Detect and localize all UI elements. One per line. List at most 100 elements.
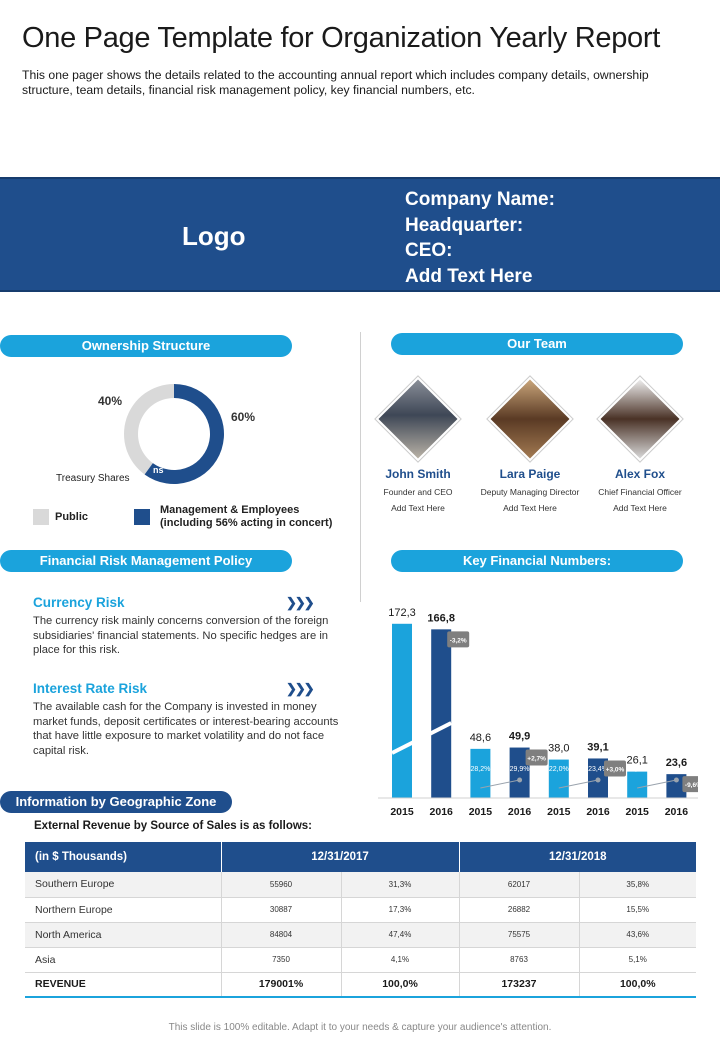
chevron-right-icon: ❯❯❯ [286,681,315,696]
chart-value-label: 48,6 [470,732,491,744]
table-cell: 179001% [221,972,342,998]
ownership-structure-header: Ownership Structure [0,335,292,357]
table-cell: 17,3% [341,897,460,923]
table-header-2018: 12/31/2018 [459,842,696,872]
chart-value-label: 49,9 [509,731,530,743]
donut-slice-public [124,384,174,475]
table-cell: Southern Europe [25,872,222,898]
table-header-unit: (in $ Thousands) [25,842,222,872]
chart-category-label: 2016 [430,806,454,818]
chart-decoration-slash [391,721,453,755]
footer-note: This slide is 100% editable. Adapt it to… [168,1022,552,1033]
chart-margin-connector [480,779,520,789]
chart-bar [431,629,452,798]
table-row: North America 84804 47,4% 75575 43,6% [25,922,696,948]
table-total-row: REVENUE 179001% 100,0% 173237 100,0% [25,972,696,998]
table-cell: North America [25,922,222,948]
table-cell: 8763 [459,947,580,973]
team-member-name: Alex Fox [614,467,665,481]
key-financial-numbers-header: Key Financial Numbers: [391,550,683,572]
chart-change-badge-label: +3,0% [606,766,625,773]
chart-margin-label: 29,9% [510,766,530,773]
chart-value-label: 26,1 [626,755,647,767]
table-row: Northern Europe 30887 17,3% 26882 15,5% [25,897,696,923]
logo-placeholder: Logo [182,221,246,251]
table-cell: 4,1% [341,947,460,973]
table-cell: 31,3% [341,872,460,898]
team-member-name: John Smith [385,467,451,481]
legend-swatch-management [134,509,150,525]
interest-rate-risk-title: Interest Rate Risk [33,681,148,696]
chart-bar [470,748,491,798]
team-member-card: John Smith Founder and CEO Add Text Here [358,375,478,513]
chart-change-badge-label: +2,7% [527,756,546,763]
table-cell: 75575 [459,922,580,948]
table-cell: 30887 [221,897,342,923]
table-cell: 173237 [459,972,580,998]
legend-swatch-public [33,509,49,525]
chart-value-label: 23,6 [666,757,687,769]
legend-public-label: Public [55,511,89,523]
company-banner: Logo Company Name: Headquarter: CEO: Add… [0,177,720,292]
chart-change-badge [447,631,470,648]
chart-bar [627,771,648,798]
table-cell: 84804 [221,922,342,948]
chart-category-label: 2016 [665,806,689,818]
table-cell: 100,0% [341,972,460,998]
chart-margin-label: 15,1% [627,766,647,773]
chart-category-label: 2016 [508,806,532,818]
sales-caption: External Revenue by Source of Sales is a… [34,820,313,832]
our-team-header: Our Team [391,333,683,355]
table-cell: 35,8% [579,872,696,898]
management-percent-label: 60% [231,410,256,424]
team-member-card: Lara Paige Deputy Managing Director Add … [470,375,590,513]
team-member-role: Chief Financial Officer [598,487,682,497]
public-percent-label: 40% [98,394,123,408]
table-cell: Asia [25,947,222,973]
legend-management-line2: (including 56% acting in concert) [160,517,333,529]
table-cell: 5,1% [579,947,696,973]
table-header-2017: 12/31/2017 [221,842,460,872]
page-subtitle: This one pager shows the details related… [22,68,649,97]
table-cell: 43,6% [579,922,696,948]
currency-risk-title: Currency Risk [33,595,125,610]
chart-margin-connector [637,779,677,789]
table-cell: 47,4% [341,922,460,948]
table-cell: 7350 [221,947,342,973]
currency-risk-text: The currency risk mainly concerns conver… [33,615,329,657]
table-cell: 26882 [459,897,580,923]
chart-bar [392,623,412,798]
table-header-row: (in $ Thousands) 12/31/2017 12/31/2018 [25,842,696,872]
chart-margin-connector [558,779,599,789]
chart-value-label: 166,8 [427,612,455,624]
page-title: One Page Template for Organization Yearl… [22,22,660,54]
legend-management-line1: Management & Employees [160,504,300,516]
chart-margin-label: 22,0% [549,766,569,773]
chart-bar [548,759,569,798]
table-row: Southern Europe 55960 31,3% 62017 35,8% [25,872,696,898]
chart-change-badge [682,776,698,793]
chart-change-badge-label: -3,2% [450,637,467,644]
team-member-role: Deputy Managing Director [480,487,580,497]
donut-ns-label: ns [153,465,164,475]
chart-margin-dot [517,777,523,783]
treasury-shares-label: Treasury Shares [56,473,130,484]
chevron-right-icon: ❯❯❯ [286,595,315,610]
company-info: Company Name: Headquarter: CEO: Add Text… [405,187,555,289]
financial-risk-header: Financial Risk Management Policy [0,550,292,572]
ceo-label: CEO: [405,240,453,261]
table-cell: 55960 [221,872,342,898]
ownership-donut-chart [124,384,225,484]
chart-change-badge [604,760,626,777]
team-member-photo [374,375,462,463]
chart-category-label: 2015 [547,806,571,818]
geographic-revenue-table: (in $ Thousands) 12/31/2017 12/31/2018 S… [25,842,696,998]
team-member-role: Founder and CEO [383,487,453,497]
chart-margin-label: 14,1% [666,766,686,773]
chart-bar [666,774,687,798]
team-member-text: Add Text Here [391,503,445,513]
team-member-photo [596,375,684,463]
geographic-zone-header: Information by Geographic Zone [0,791,232,813]
interest-rate-risk-text: The available cash for the Company is in… [33,701,339,757]
add-text-label: Add Text Here [405,265,533,287]
